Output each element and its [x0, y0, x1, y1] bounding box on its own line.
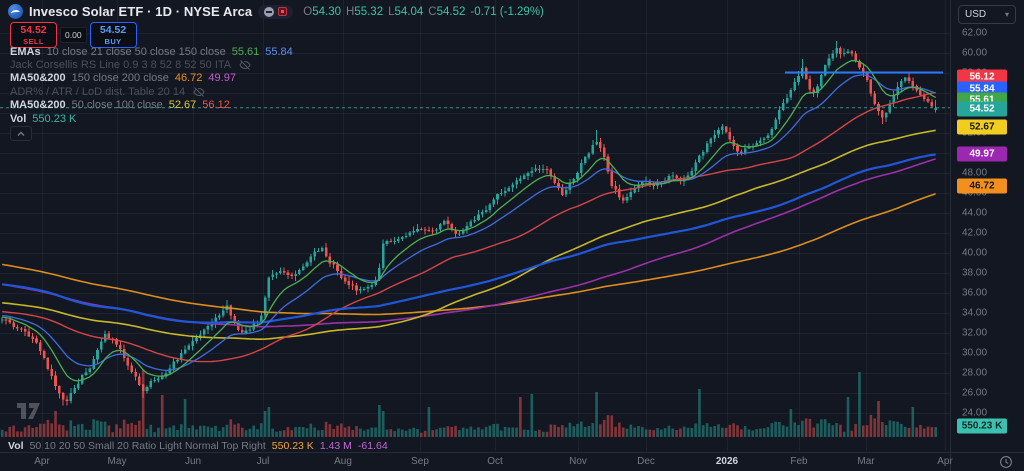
legend-segment: 50 close 100 close: [71, 99, 163, 112]
volume-status-row[interactable]: Vol 50 10 20 50 Small 20 Ratio Light Norm…: [8, 440, 388, 452]
sell-button[interactable]: 54.52 SELL: [10, 22, 57, 48]
legend-segment: 55.84: [265, 45, 293, 58]
ma-line: [2, 74, 936, 372]
legend-segment: MA50&200: [10, 99, 66, 112]
price-label: 550.23 K: [957, 418, 1007, 434]
ma-line: [2, 193, 936, 316]
ma-line: [2, 59, 937, 382]
price-tick: 42.00: [962, 227, 988, 239]
month-label: Nov: [569, 456, 587, 467]
legend-segment: Vol: [10, 112, 27, 125]
price-tick: 44.00: [962, 207, 988, 219]
price-label: 56.12: [957, 69, 1007, 85]
price-tick: 62.00: [962, 27, 988, 39]
month-label: Apr: [937, 456, 953, 467]
price-chart[interactable]: [0, 0, 950, 452]
symbol-header: Invesco Solar ETF · 1D · NYSE Arca O54.3…: [8, 4, 544, 19]
ma-line: [2, 153, 936, 324]
change-readout: -0.71 (-1.29%): [470, 5, 544, 18]
symbol-title[interactable]: Invesco Solar ETF · 1D · NYSE Arca: [29, 4, 253, 19]
indicator-legend: EMAs 10 close 21 close 50 close 150 close…: [10, 45, 293, 125]
chevron-down-icon: ▾: [1004, 10, 1009, 19]
price-tick: 36.00: [962, 287, 988, 299]
price-tick: 38.00: [962, 267, 988, 279]
month-label: Dec: [637, 456, 655, 467]
legend-segment: 49.97: [208, 72, 236, 85]
currency-button[interactable]: USD ▾: [958, 5, 1016, 24]
ma-line: [2, 91, 936, 363]
legend-row[interactable]: MA50&200 50 close 100 close 52.67 56.12: [10, 99, 293, 112]
legend-row[interactable]: ADR% / ATR / LoD dist. Table 20 14: [10, 85, 293, 98]
axis-divider-horizontal: [0, 452, 1024, 453]
clock-icon[interactable]: [999, 455, 1013, 469]
ma-line: [2, 158, 936, 328]
price-tick: 40.00: [962, 247, 988, 259]
legend-segment: MA50&200: [10, 72, 66, 85]
month-label: 2026: [715, 456, 739, 467]
legend-segment: 150 close 200 close: [71, 72, 169, 85]
legend-row[interactable]: EMAs 10 close 21 close 50 close 150 close…: [10, 45, 293, 58]
month-label: Jul: [256, 456, 270, 467]
legend-segment: 46.72: [174, 72, 203, 85]
legend-segment: 52.67: [168, 99, 197, 112]
chevron-up-icon: [17, 131, 25, 136]
legend-segment: 10 close 21 close 50 close 150 close: [46, 45, 226, 58]
spread-value: 0.00: [60, 27, 87, 43]
month-label: Aug: [334, 456, 352, 467]
legend-segment: ADR% / ATR / LoD dist. Table 20 14: [10, 85, 186, 98]
tradingview-logo: [16, 402, 42, 427]
month-label: Sep: [411, 456, 429, 467]
month-label: Apr: [34, 456, 50, 467]
buy-button[interactable]: 54.52 BUY: [89, 22, 137, 48]
price-tick: 24.00: [962, 407, 988, 419]
legend-collapse-button[interactable]: [10, 126, 32, 141]
status-segment: 50 10 20 50 Small 20 Ratio Light Normal …: [29, 440, 266, 452]
price-tick: 26.00: [962, 387, 988, 399]
month-label: Mar: [857, 456, 875, 467]
price-axis[interactable]: USD ▾ 62.0060.0058.0054.0052.0048.0046.0…: [951, 0, 1024, 452]
market-closed-icon: [264, 6, 275, 17]
status-segment: -61.64: [357, 440, 388, 452]
data-feed-icon: [278, 7, 288, 16]
legend-segment: 56.12: [202, 99, 230, 112]
price-tick: 60.00: [962, 47, 988, 59]
month-label: May: [107, 456, 127, 467]
market-status-pill: [258, 4, 294, 19]
price-label: 46.72: [957, 178, 1007, 194]
price-label: 54.52: [957, 101, 1007, 116]
legend-segment: 550.23 K: [32, 112, 77, 125]
price-label: 49.97: [957, 146, 1007, 161]
price-tick: 32.00: [962, 327, 988, 339]
status-segment: 550.23 K: [271, 440, 314, 452]
month-label: Feb: [790, 456, 808, 467]
month-label: Jun: [184, 456, 202, 467]
price-tick: 30.00: [962, 347, 988, 359]
month-label: Oct: [487, 456, 503, 467]
status-segment: Vol: [8, 440, 24, 452]
time-axis[interactable]: Apr May Jun Jul Aug Sep Oct Nov Dec 2026 Feb Mar Apr: [0, 452, 1024, 471]
legend-row[interactable]: Jack Corsellis RS Line 0.9 3 8 52 8 52 5…: [10, 58, 293, 71]
legend-segment: 55.61: [231, 45, 260, 58]
status-segment: 1.43 M: [319, 440, 352, 452]
legend-row[interactable]: Vol 550.23 K: [10, 112, 293, 125]
symbol-logo-icon: [8, 4, 23, 19]
axis-divider-vertical: [950, 0, 951, 471]
ma-line: [2, 129, 936, 341]
legend-row[interactable]: MA50&200 150 close 200 close 46.72 49.97: [10, 72, 293, 85]
visibility-off-icon[interactable]: [239, 59, 251, 71]
visibility-off-icon[interactable]: [193, 86, 205, 98]
price-tick: 34.00: [962, 307, 988, 319]
price-tick: 28.00: [962, 367, 988, 379]
legend-segment: EMAs: [10, 45, 41, 58]
legend-segment: Jack Corsellis RS Line 0.9 3 8 52 8 52 5…: [10, 59, 232, 72]
trade-buttons: 54.52 SELL 0.00 54.52 BUY: [10, 22, 137, 48]
ohlc-readout: O54.30 H55.32 L54.04 C54.52 -0.71 (-1.29…: [303, 5, 544, 18]
price-tick: 48.00: [962, 167, 988, 179]
price-label: 52.67: [957, 119, 1007, 134]
